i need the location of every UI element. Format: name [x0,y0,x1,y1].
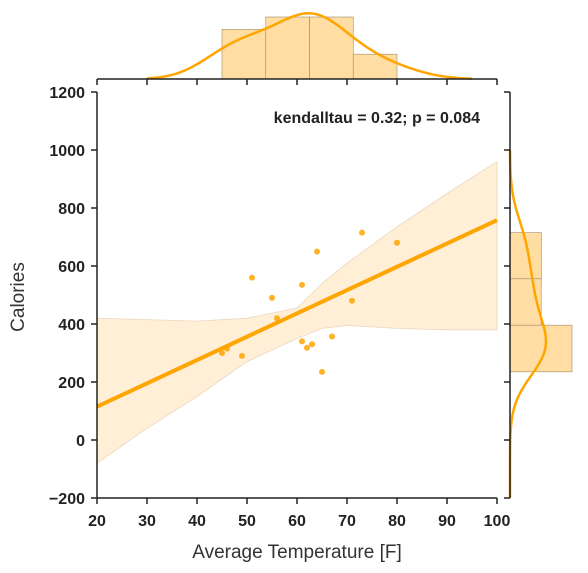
scatter-point [224,345,230,352]
scatter-point [274,315,280,322]
x-histogram-bar [309,16,354,80]
scatter-point [219,350,225,356]
y-histogram-bar [509,324,573,373]
regression-layer [96,218,498,409]
marginal-x-histogram [146,12,473,80]
x-tick-label: 80 [388,513,406,530]
y-tick-label: 800 [58,201,85,218]
annotation-text: kendalltau = 0.32; p = 0.084 [274,110,480,127]
x-kde-curve [146,12,473,80]
scatter-point [394,239,400,246]
y-tick-label: 600 [58,259,85,276]
x-tick-label: 60 [288,513,306,530]
scatter-point [319,368,325,375]
x-axis-title: Average Temperature [F] [192,542,401,563]
x-tick-label: 100 [484,513,511,530]
tick-labels-x: 20 30 40 50 60 70 80 90 100 [88,513,510,530]
scatter-point [239,352,245,359]
x-tick-label: 70 [338,513,356,530]
scatter-point [304,344,310,351]
scatter-point [329,333,335,340]
scatter-points [219,229,400,375]
x-histogram-bar [352,53,398,80]
x-histogram-bar [265,16,310,80]
scatter-point [309,341,315,348]
x-tick-label: 40 [188,513,206,530]
axes-layer [91,78,511,504]
scatter-point [314,248,320,255]
scatter-point [359,229,365,236]
y-tick-label: 0 [76,433,85,450]
scatter-point [299,338,305,345]
y-axis-title: Calories [8,262,29,332]
y-tick-label: 400 [58,317,85,334]
scatter-point [249,274,255,281]
x-tick-label: 30 [138,513,156,530]
scatter-point [349,297,355,304]
marginal-y-histogram [508,149,573,498]
x-tick-label: 50 [238,513,256,530]
x-tick-label: 90 [438,513,456,530]
y-tick-label: 200 [58,375,85,392]
tick-labels-y: −200 0 200 400 600 800 1000 1200 [49,85,85,508]
y-tick-label: −200 [49,491,85,508]
y-tick-label: 1000 [49,143,85,160]
x-tick-label: 20 [88,513,106,530]
scatter-point [269,294,275,301]
regression-line [96,218,498,409]
y-tick-label: 1200 [49,85,85,102]
scatter-point [299,281,305,288]
